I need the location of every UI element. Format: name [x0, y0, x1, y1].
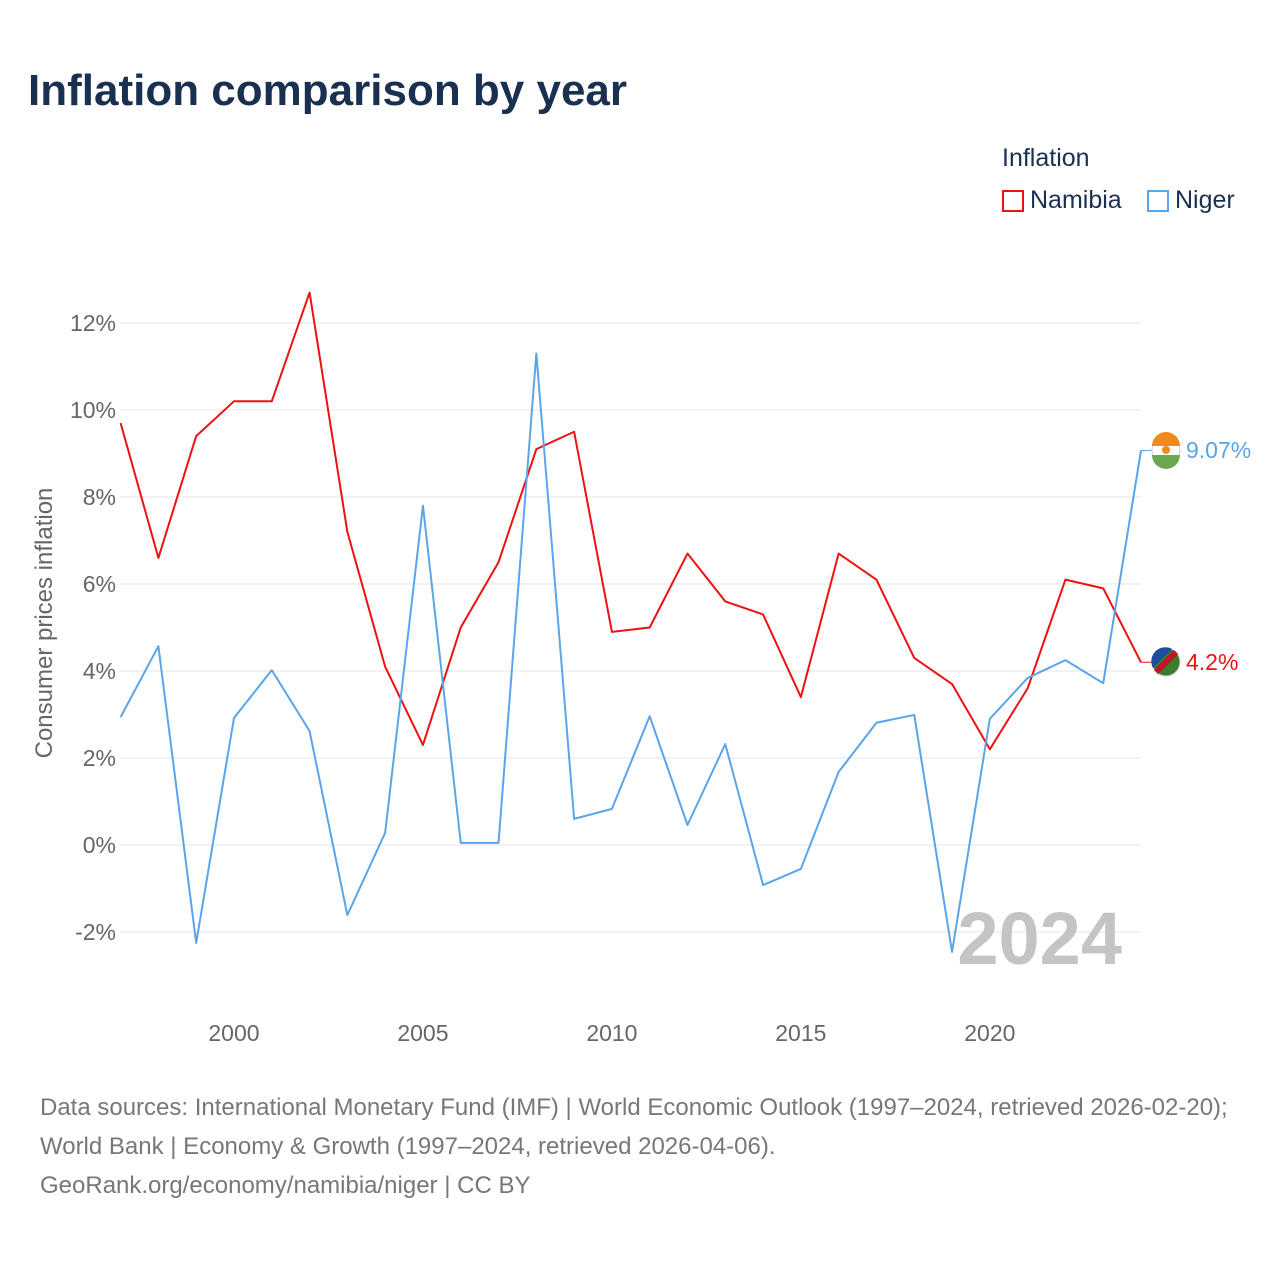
flag-stripe — [1152, 432, 1180, 446]
attribution-link[interactable]: GeoRank.org/economy/namibia/niger | CC B… — [40, 1172, 531, 1199]
series-line-namibia — [119, 291, 1142, 751]
legend-swatch-namibia — [1002, 189, 1024, 212]
year-watermark: 2024 — [957, 897, 1122, 980]
flag-sun — [1162, 446, 1170, 454]
x-tick-label: 2005 — [397, 1020, 448, 1046]
data-sources: Data sources: International Monetary Fun… — [40, 1094, 1228, 1160]
legend-label-namibia: Namibia — [1030, 186, 1122, 214]
end-value-label-namibia: 4.2% — [1186, 649, 1238, 675]
x-tick-label: 2010 — [586, 1020, 637, 1046]
flag-stripe — [1152, 455, 1180, 469]
flag-stripe — [1153, 649, 1179, 675]
y-tick-label: 8% — [83, 484, 116, 510]
y-tick-label: 2% — [83, 745, 116, 771]
y-tick-label: 0% — [83, 832, 116, 858]
y-tick-label: 4% — [83, 658, 116, 684]
y-tick-label: -2% — [75, 919, 116, 945]
y-tick-label: 12% — [70, 310, 116, 336]
x-tick-label: 2015 — [775, 1020, 826, 1046]
legend-title: Inflation — [1002, 144, 1090, 172]
footer: Data sources: International Monetary Fun… — [40, 1088, 1250, 1205]
legend-label-niger: Niger — [1175, 186, 1235, 214]
series-line-niger — [119, 352, 1142, 954]
legend-item-niger[interactable]: Niger — [1147, 186, 1235, 215]
end-value-label-niger: 9.07% — [1186, 437, 1251, 463]
y-tick-label: 10% — [70, 397, 116, 423]
y-axis-label: Consumer prices inflation — [31, 488, 58, 759]
legend-swatch-niger — [1147, 189, 1169, 212]
y-tick-label: 6% — [83, 571, 116, 597]
legend-item-namibia[interactable]: Namibia — [1002, 186, 1122, 215]
chart-title: Inflation comparison by year — [28, 66, 628, 115]
x-tick-label: 2020 — [964, 1020, 1015, 1046]
flag-stripe — [1151, 647, 1172, 668]
x-tick-label: 2000 — [208, 1020, 259, 1046]
